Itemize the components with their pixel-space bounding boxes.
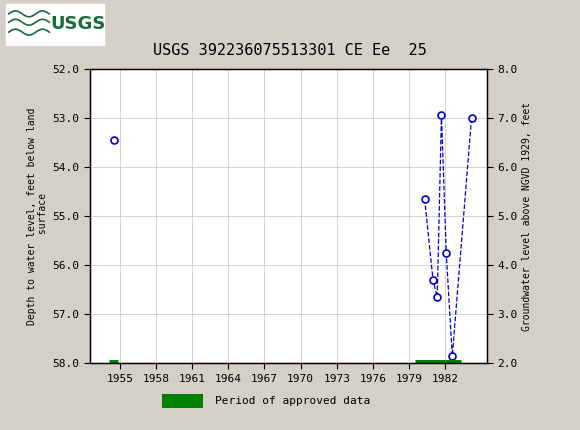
Text: Period of approved data: Period of approved data (215, 396, 370, 406)
Text: USGS: USGS (50, 15, 106, 33)
Y-axis label: Groundwater level above NGVD 1929, feet: Groundwater level above NGVD 1929, feet (522, 101, 532, 331)
Bar (162, 394, 203, 408)
FancyBboxPatch shape (6, 4, 104, 46)
Text: USGS 392236075513301 CE Ee  25: USGS 392236075513301 CE Ee 25 (153, 43, 427, 58)
Y-axis label: Depth to water level, feet below land
 surface: Depth to water level, feet below land su… (27, 108, 48, 325)
